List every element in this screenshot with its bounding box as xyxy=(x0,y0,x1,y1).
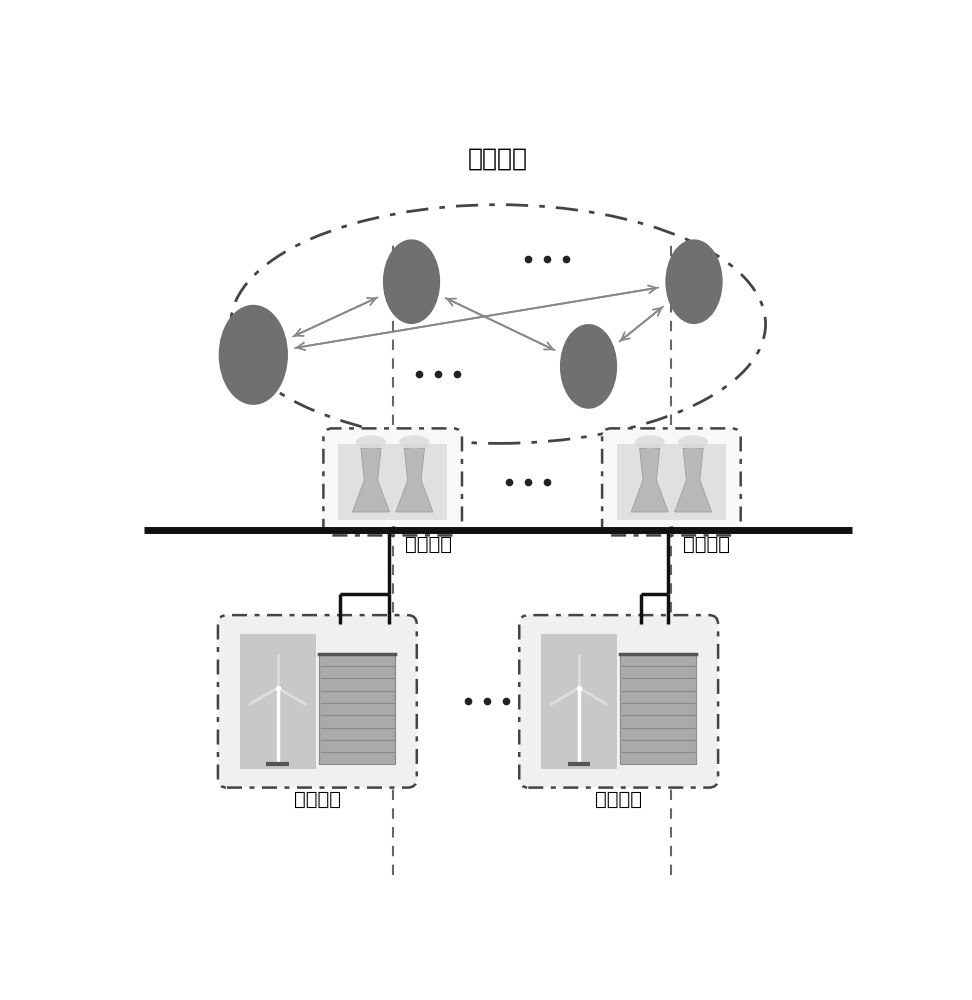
Bar xyxy=(620,654,696,764)
Ellipse shape xyxy=(666,239,722,324)
Bar xyxy=(617,444,726,520)
Polygon shape xyxy=(353,448,390,512)
Bar xyxy=(338,444,447,520)
Ellipse shape xyxy=(383,239,440,324)
FancyBboxPatch shape xyxy=(218,615,417,788)
Ellipse shape xyxy=(356,435,386,449)
Text: 火电机组: 火电机组 xyxy=(683,535,731,554)
Text: 风电机组: 风电机组 xyxy=(294,790,341,809)
Text: 风电机组: 风电机组 xyxy=(595,790,642,809)
Bar xyxy=(240,634,316,769)
Text: 通信网络: 通信网络 xyxy=(469,147,528,171)
Bar xyxy=(319,654,395,764)
Ellipse shape xyxy=(399,435,430,449)
Ellipse shape xyxy=(219,305,288,405)
Ellipse shape xyxy=(635,435,665,449)
Polygon shape xyxy=(396,448,433,512)
FancyBboxPatch shape xyxy=(519,615,718,788)
FancyBboxPatch shape xyxy=(324,428,462,535)
FancyBboxPatch shape xyxy=(602,428,741,535)
Ellipse shape xyxy=(678,435,709,449)
Bar xyxy=(541,634,617,769)
Text: 火电机组: 火电机组 xyxy=(404,535,452,554)
Ellipse shape xyxy=(560,324,617,409)
Polygon shape xyxy=(675,448,712,512)
Polygon shape xyxy=(631,448,669,512)
